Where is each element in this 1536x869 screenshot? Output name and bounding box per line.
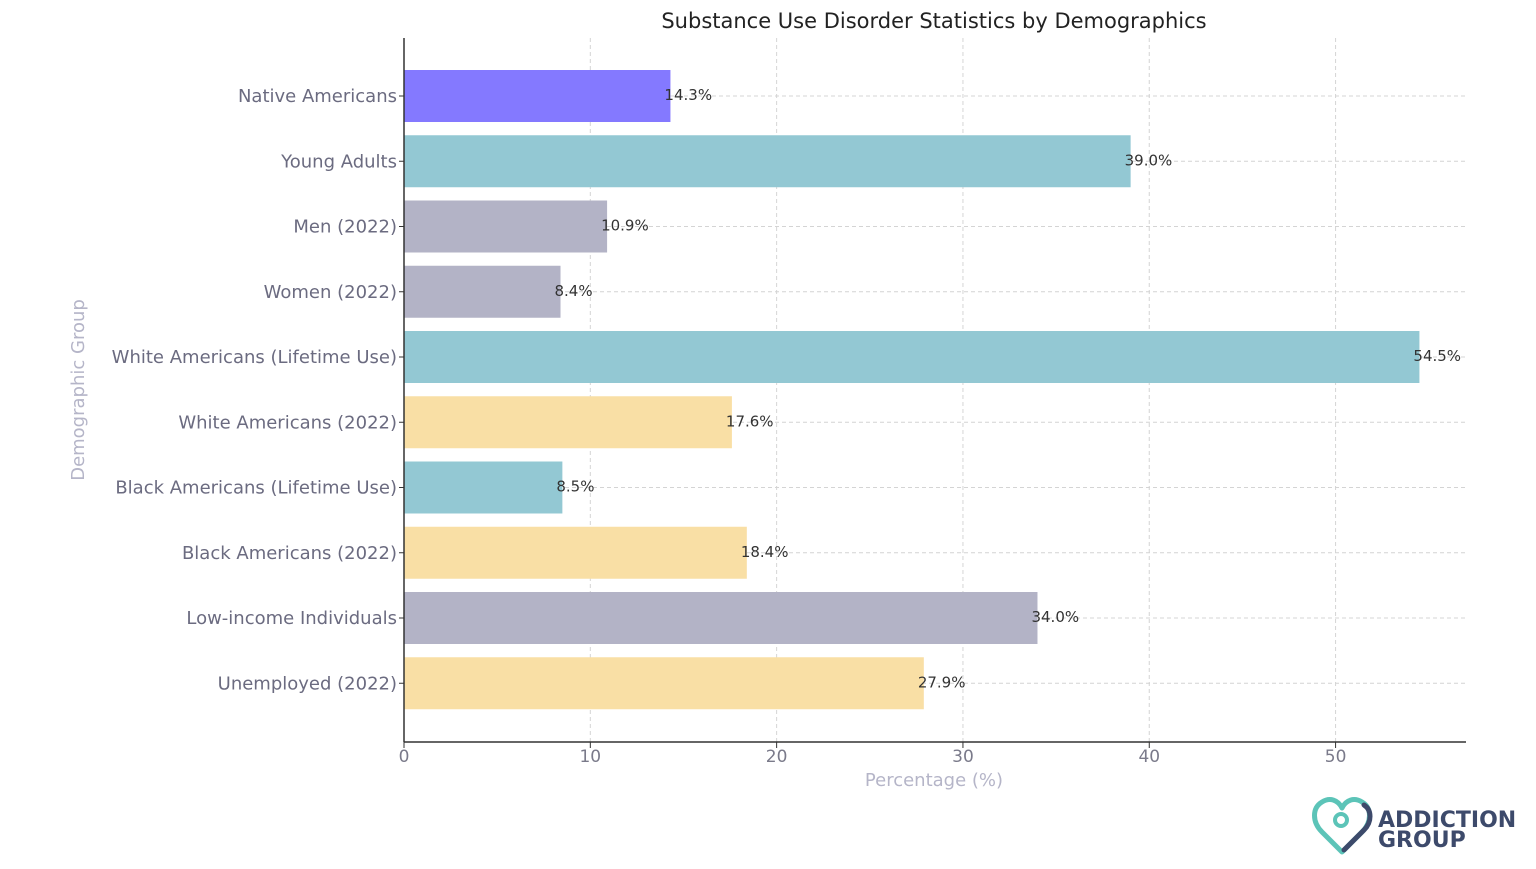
category-label: Low-income Individuals	[186, 608, 397, 629]
value-label: 14.3%	[664, 86, 712, 104]
logo-line-2: GROUP	[1378, 828, 1466, 853]
axes	[403, 38, 1466, 743]
x-tick-label: 50	[1325, 747, 1347, 767]
value-label: 27.9%	[918, 673, 966, 691]
value-label: 8.4%	[555, 282, 593, 300]
value-label: 39.0%	[1125, 151, 1173, 169]
category-label: Native Americans	[238, 86, 397, 107]
bar	[404, 200, 608, 253]
addiction-group-logo: ADDICTION GROUP	[1312, 797, 1516, 855]
chart-title: Substance Use Disorder Statistics by Dem…	[661, 9, 1206, 33]
value-label: 18.4%	[741, 543, 789, 561]
bar	[404, 461, 563, 514]
category-label: Black Americans (2022)	[182, 543, 397, 564]
category-label: White Americans (Lifetime Use)	[112, 347, 397, 368]
bar	[404, 526, 747, 579]
bar	[404, 135, 1131, 188]
bar	[404, 592, 1038, 644]
heart-pin-icon	[1312, 797, 1373, 855]
x-axis-title: Percentage (%)	[865, 770, 1003, 791]
category-label: White Americans (2022)	[178, 412, 397, 433]
value-label: 8.5%	[556, 478, 594, 496]
bar	[404, 657, 924, 710]
x-tick-label: 40	[1138, 747, 1160, 767]
category-label: Men (2022)	[293, 217, 397, 238]
x-tick-label: 10	[579, 747, 601, 767]
bar	[404, 396, 732, 449]
category-label: Black Americans (Lifetime Use)	[115, 478, 397, 499]
value-label: 17.6%	[726, 412, 774, 430]
value-label: 54.5%	[1413, 347, 1461, 365]
x-tick-label: 20	[766, 747, 788, 767]
x-tick-label: 0	[399, 747, 410, 767]
value-label: 34.0%	[1031, 608, 1079, 626]
value-label: 10.9%	[601, 217, 649, 235]
y-axis-title: Demographic Group	[68, 299, 89, 481]
x-tick-label: 30	[952, 747, 974, 767]
value-labels: 14.3% 39.0% 10.9% 8.4% 54.5% 17.6% 8.5% 18.4% 34…	[555, 86, 1462, 691]
bar	[404, 331, 1420, 383]
category-label: Young Adults	[280, 151, 397, 172]
category-label: Unemployed (2022)	[218, 673, 397, 694]
x-tick-labels: 0 10 20 30 40 50	[399, 95, 1347, 767]
category-labels: Native Americans Young Adults Men (2022) Wo…	[112, 86, 397, 694]
logo-line-1: ADDICTION	[1378, 808, 1516, 833]
category-label: Women (2022)	[264, 282, 397, 303]
bar	[404, 265, 561, 318]
bars	[404, 70, 1420, 710]
bar	[404, 70, 671, 122]
